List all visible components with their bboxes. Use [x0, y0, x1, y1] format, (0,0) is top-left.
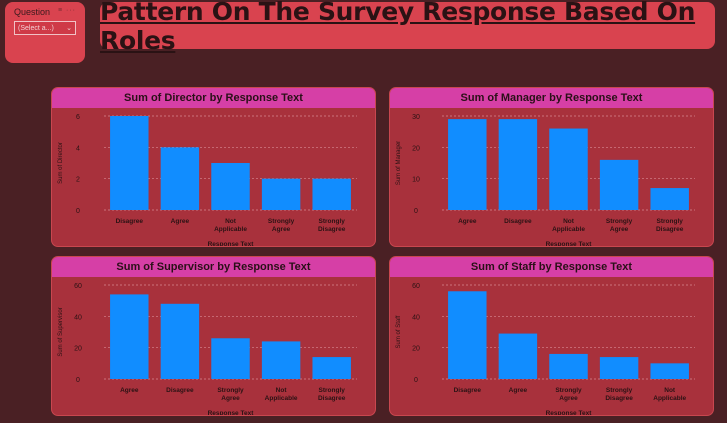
chart-panel-staff[interactable]: Sum of Staff by Response Text 0 20 40 60 Sum…: [389, 256, 714, 416]
x-axis-label: Response Text: [546, 241, 593, 247]
bar: [498, 333, 538, 379]
bar: [261, 178, 301, 210]
x-tick-label: Strongly: [657, 218, 684, 225]
bar: [448, 119, 487, 210]
x-tick-label: Not: [225, 218, 237, 225]
y-tick-label: 60: [412, 283, 420, 290]
x-tick-label: Applicable: [214, 226, 247, 233]
slicer-dropdown-value: (Select a...): [18, 24, 54, 32]
y-axis-label: Sum of Manager: [396, 141, 402, 185]
x-tick-label: Strongly: [555, 387, 582, 394]
x-axis-label: Response Text: [546, 410, 593, 416]
x-tick-label: Not: [276, 387, 288, 394]
x-tick-label: Agree: [610, 226, 629, 233]
y-tick-label: 0: [76, 377, 80, 384]
x-tick-label: Agree: [272, 226, 291, 233]
x-tick-label: Applicable: [653, 395, 686, 402]
bar: [549, 353, 588, 379]
x-tick-label: Disagree: [605, 395, 633, 402]
bar: [110, 294, 149, 379]
y-tick-label: 0: [414, 377, 418, 384]
x-tick-label: Not: [563, 218, 575, 225]
bar: [650, 363, 689, 379]
chart-manager: 0 10 20 30 Sum of Manager Agree Disagree NotApp…: [396, 114, 695, 247]
x-tick-label: Applicable: [552, 226, 585, 233]
x-tick-label: Agree: [509, 387, 528, 394]
y-tick-label: 40: [412, 314, 420, 321]
y-axis-label: Sum of Staff: [396, 315, 402, 348]
page-title: Pattern On The Survey Response Based On …: [100, 0, 696, 55]
x-tick-label: Disagree: [116, 218, 144, 225]
x-tick-label: Agree: [559, 395, 578, 402]
y-tick-label: 20: [74, 346, 82, 353]
bar: [110, 116, 149, 210]
x-tick-label: Agree: [458, 218, 477, 225]
y-tick-label: 60: [74, 283, 82, 290]
title-card: Pattern On The Survey Response Based On …: [100, 0, 715, 55]
slicer-dropdown[interactable]: (Select a...) ⌄: [14, 21, 76, 35]
y-tick-label: 4: [76, 145, 80, 152]
bar: [211, 338, 250, 379]
bar: [312, 178, 351, 210]
y-tick-label: 0: [76, 208, 80, 215]
x-tick-label: Strongly: [606, 387, 633, 394]
y-tick-label: 40: [74, 314, 82, 321]
chart-title: Sum of Staff by Response Text: [390, 257, 713, 277]
x-axis-label: Response Text: [208, 410, 255, 416]
bar: [498, 119, 538, 210]
bar: [160, 303, 200, 379]
x-tick-label: Disagree: [318, 226, 346, 233]
x-tick-label: Strongly: [268, 218, 295, 225]
slicer-menu-icon[interactable]: ≡ ···: [57, 7, 76, 14]
x-tick-label: Strongly: [606, 218, 633, 225]
bar: [160, 147, 200, 210]
y-tick-label: 6: [76, 114, 80, 121]
x-tick-label: Not: [664, 387, 676, 394]
x-tick-label: Strongly: [319, 387, 346, 394]
bar: [599, 159, 639, 210]
y-tick-label: 10: [412, 177, 420, 184]
x-tick-label: Disagree: [504, 218, 532, 225]
chart-title: Sum of Supervisor by Response Text: [52, 257, 375, 277]
y-tick-label: 20: [412, 346, 420, 353]
y-tick-label: 0: [414, 208, 418, 215]
slicer-label: Question: [14, 7, 51, 17]
chart-title: Sum of Director by Response Text: [52, 88, 375, 108]
slicer-header: Question ≡ ···: [14, 7, 76, 17]
x-tick-label: Agree: [221, 395, 240, 402]
chart-director: 0 2 4 6 Sum of Director Disagree Agree NotAppli…: [58, 114, 357, 247]
y-tick-label: 20: [412, 145, 420, 152]
chart-panel-director[interactable]: Sum of Director by Response Text 0 2 4 6 Sum…: [51, 87, 376, 247]
bar: [312, 357, 351, 379]
bar: [448, 291, 487, 379]
bar: [599, 357, 639, 379]
bar: [211, 163, 250, 210]
x-tick-label: Disagree: [318, 395, 346, 402]
x-tick-label: Strongly: [319, 218, 346, 225]
y-axis-label: Sum of Director: [58, 142, 64, 184]
y-tick-label: 30: [412, 114, 420, 121]
x-tick-label: Strongly: [217, 387, 244, 394]
chevron-down-icon: ⌄: [66, 25, 72, 32]
question-slicer: Question ≡ ··· (Select a...) ⌄: [5, 2, 85, 63]
x-tick-label: Agree: [171, 218, 190, 225]
y-axis-label: Sum of Supervisor: [58, 307, 64, 356]
chart-panel-manager[interactable]: Sum of Manager by Response Text 0 10 20 30 S…: [389, 87, 714, 247]
x-tick-label: Disagree: [166, 387, 194, 394]
bar: [549, 128, 588, 210]
x-tick-label: Agree: [120, 387, 139, 394]
x-tick-label: Disagree: [454, 387, 482, 394]
bar: [650, 188, 689, 210]
chart-title: Sum of Manager by Response Text: [390, 88, 713, 108]
x-axis-label: Response Text: [208, 241, 255, 247]
y-tick-label: 2: [76, 177, 80, 184]
chart-panel-supervisor[interactable]: Sum of Supervisor by Response Text 0 20 40…: [51, 256, 376, 416]
x-tick-label: Applicable: [265, 395, 298, 402]
x-tick-label: Disagree: [656, 226, 684, 233]
bar: [261, 341, 301, 379]
